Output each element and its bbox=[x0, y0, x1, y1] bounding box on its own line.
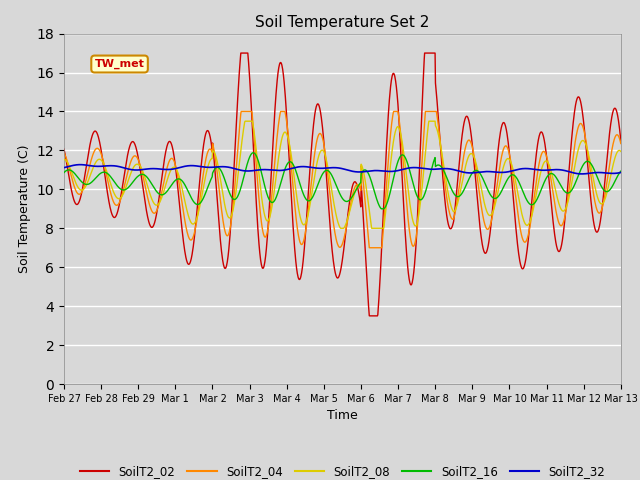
SoilT2_02 bbox=[246, 89, 254, 95]
SoilT2_16 bbox=[617, 168, 625, 174]
SoilT2_08 bbox=[617, 148, 625, 154]
SoilT2_32 bbox=[429, 167, 437, 172]
SoilT2_16 bbox=[170, 179, 178, 184]
Y-axis label: Soil Temperature (C): Soil Temperature (C) bbox=[18, 144, 31, 273]
SoilT2_16 bbox=[378, 206, 385, 212]
SoilT2_02 bbox=[552, 237, 559, 243]
SoilT2_08 bbox=[184, 211, 191, 216]
SoilT2_32 bbox=[171, 166, 179, 172]
SoilT2_16 bbox=[60, 170, 68, 176]
X-axis label: Time: Time bbox=[327, 409, 358, 422]
SoilT2_32 bbox=[76, 162, 84, 168]
SoilT2_16 bbox=[250, 150, 257, 156]
SoilT2_32 bbox=[246, 168, 254, 174]
SoilT2_32 bbox=[502, 169, 509, 175]
Line: SoilT2_16: SoilT2_16 bbox=[64, 153, 621, 209]
SoilT2_08 bbox=[246, 119, 254, 124]
SoilT2_04 bbox=[365, 245, 373, 251]
SoilT2_08 bbox=[60, 156, 68, 162]
SoilT2_32 bbox=[184, 163, 192, 168]
SoilT2_04 bbox=[170, 159, 178, 165]
SoilT2_08 bbox=[552, 187, 559, 192]
SoilT2_16 bbox=[246, 153, 254, 159]
Title: Soil Temperature Set 2: Soil Temperature Set 2 bbox=[255, 15, 429, 30]
SoilT2_04 bbox=[246, 108, 254, 114]
Legend: SoilT2_02, SoilT2_04, SoilT2_08, SoilT2_16, SoilT2_32: SoilT2_02, SoilT2_04, SoilT2_08, SoilT2_… bbox=[75, 461, 610, 480]
SoilT2_16 bbox=[502, 179, 510, 184]
Line: SoilT2_04: SoilT2_04 bbox=[64, 111, 621, 248]
SoilT2_04 bbox=[184, 232, 191, 238]
Line: SoilT2_02: SoilT2_02 bbox=[64, 53, 621, 316]
SoilT2_04 bbox=[237, 108, 245, 114]
SoilT2_32 bbox=[617, 169, 625, 175]
SoilT2_02 bbox=[170, 155, 178, 161]
Line: SoilT2_08: SoilT2_08 bbox=[64, 121, 621, 228]
SoilT2_08 bbox=[241, 119, 249, 124]
SoilT2_02 bbox=[184, 261, 191, 266]
SoilT2_02 bbox=[366, 313, 374, 319]
SoilT2_08 bbox=[502, 157, 510, 163]
SoilT2_08 bbox=[429, 119, 437, 124]
SoilT2_02 bbox=[60, 146, 68, 152]
SoilT2_04 bbox=[552, 205, 559, 211]
SoilT2_04 bbox=[60, 150, 68, 156]
SoilT2_08 bbox=[337, 226, 344, 231]
SoilT2_08 bbox=[170, 164, 178, 170]
SoilT2_04 bbox=[617, 141, 625, 146]
SoilT2_16 bbox=[429, 159, 437, 165]
SoilT2_32 bbox=[60, 165, 68, 170]
SoilT2_32 bbox=[578, 171, 586, 177]
SoilT2_04 bbox=[429, 108, 437, 114]
SoilT2_32 bbox=[551, 167, 559, 172]
SoilT2_02 bbox=[429, 50, 437, 56]
SoilT2_04 bbox=[502, 143, 510, 149]
SoilT2_16 bbox=[552, 174, 559, 180]
SoilT2_02 bbox=[237, 50, 244, 56]
SoilT2_16 bbox=[184, 188, 191, 193]
Line: SoilT2_32: SoilT2_32 bbox=[64, 165, 621, 174]
Text: TW_met: TW_met bbox=[95, 59, 145, 69]
SoilT2_02 bbox=[617, 137, 625, 143]
SoilT2_02 bbox=[502, 127, 510, 132]
